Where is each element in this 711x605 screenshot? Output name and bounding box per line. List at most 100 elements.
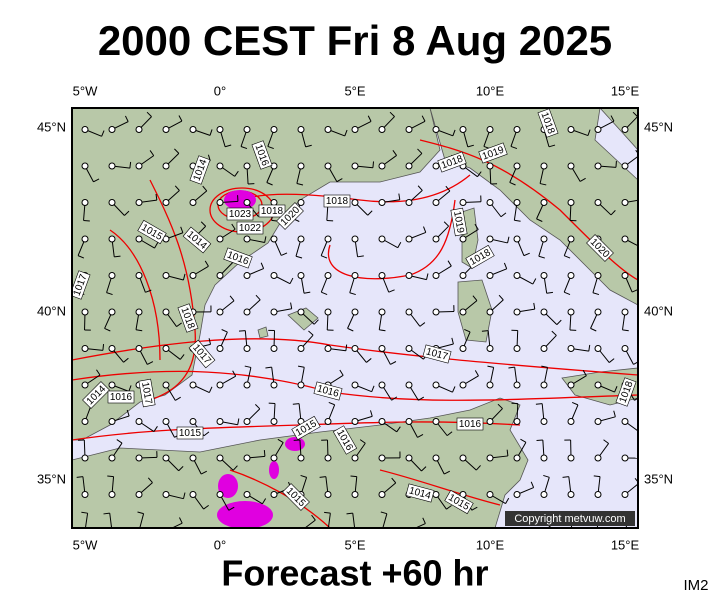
barb-station (82, 127, 88, 133)
barb-station (433, 419, 439, 425)
barb-station (568, 200, 574, 206)
barb-station (217, 236, 223, 242)
barb-flag (373, 161, 374, 167)
barb-station (406, 163, 412, 169)
barb-station (352, 309, 358, 315)
barb-station (82, 200, 88, 206)
barb-station (568, 455, 574, 461)
barb-station (271, 455, 277, 461)
barb-station (271, 236, 277, 242)
barb-station (514, 419, 520, 425)
barb-station (109, 236, 115, 242)
pressure-core (285, 437, 305, 451)
barb-station (298, 455, 304, 461)
barb-station (460, 346, 466, 352)
barb-station (352, 236, 358, 242)
barb-station (541, 236, 547, 242)
barb-station (190, 127, 196, 133)
barb-station (82, 419, 88, 425)
barb-station (541, 419, 547, 425)
barb-station (109, 309, 115, 315)
barb-station (271, 273, 277, 279)
barb-station (109, 419, 115, 425)
lon-label-bottom: 10°E (476, 537, 505, 552)
barb-station (217, 127, 223, 133)
barb-station (595, 163, 601, 169)
barb-station (244, 382, 250, 388)
barb-station (352, 163, 358, 169)
barb-station (271, 382, 277, 388)
barb-station (136, 127, 142, 133)
lon-label-top: 5°E (344, 83, 365, 98)
isobar-label: 1023 (227, 208, 253, 220)
barb-station (217, 309, 223, 315)
barb-station (217, 346, 223, 352)
copyright: Copyright metvuw.com (514, 513, 625, 525)
barb-station (298, 346, 304, 352)
barb-station (163, 309, 169, 315)
barb-station (595, 455, 601, 461)
barb-station (487, 273, 493, 279)
barb-station (595, 309, 601, 315)
barb-station (622, 419, 628, 425)
barb-station (568, 346, 574, 352)
barb-station (379, 236, 385, 242)
barb-station (487, 236, 493, 242)
barb-station (433, 455, 439, 461)
barb-station (244, 127, 250, 133)
lon-label-bottom: 5°E (344, 537, 365, 552)
isobar-label: 1022 (237, 222, 263, 234)
barb-flag (107, 476, 113, 477)
footer-title: Forecast +60 hr (221, 553, 488, 594)
barb-station (136, 346, 142, 352)
barb-station (568, 492, 574, 498)
barb-station (271, 200, 277, 206)
barb-station (163, 127, 169, 133)
barb-station (82, 455, 88, 461)
barb-station (379, 200, 385, 206)
barb-station (163, 163, 169, 169)
barb-station (136, 273, 142, 279)
barb-station (244, 309, 250, 315)
barb-station (622, 200, 628, 206)
barb-station (460, 200, 466, 206)
barb-station (82, 492, 88, 498)
barb-station (217, 273, 223, 279)
barb-station (325, 309, 331, 315)
barb-flag (351, 476, 357, 477)
barb-station (595, 346, 601, 352)
barb-station (163, 492, 169, 498)
barb-station (190, 455, 196, 461)
isobar-label-text: 1016 (459, 419, 482, 430)
barb-station (406, 382, 412, 388)
barb-station (433, 163, 439, 169)
barb-station (568, 273, 574, 279)
lon-label-bottom: 15°E (611, 537, 640, 552)
barb-station (109, 492, 115, 498)
lat-label-right: 40°N (644, 303, 673, 318)
barb-station (136, 419, 142, 425)
barb-station (352, 455, 358, 461)
barb-station (568, 382, 574, 388)
barb-station (379, 273, 385, 279)
lat-label-left: 35°N (37, 471, 66, 486)
barb-station (595, 492, 601, 498)
barb-station (460, 273, 466, 279)
barb-station (244, 273, 250, 279)
barb-station (514, 455, 520, 461)
barb-station (325, 127, 331, 133)
barb-station (109, 163, 115, 169)
barb-station (109, 200, 115, 206)
barb-station (514, 273, 520, 279)
barb-station (622, 309, 628, 315)
barb-station (541, 492, 547, 498)
barb-station (541, 200, 547, 206)
barb-station (325, 273, 331, 279)
barb-station (595, 382, 601, 388)
barb-station (244, 346, 250, 352)
barb-station (433, 200, 439, 206)
isobar-label: 1018 (259, 205, 285, 217)
barb-station (487, 346, 493, 352)
barb-station (109, 127, 115, 133)
barb-station (622, 455, 628, 461)
